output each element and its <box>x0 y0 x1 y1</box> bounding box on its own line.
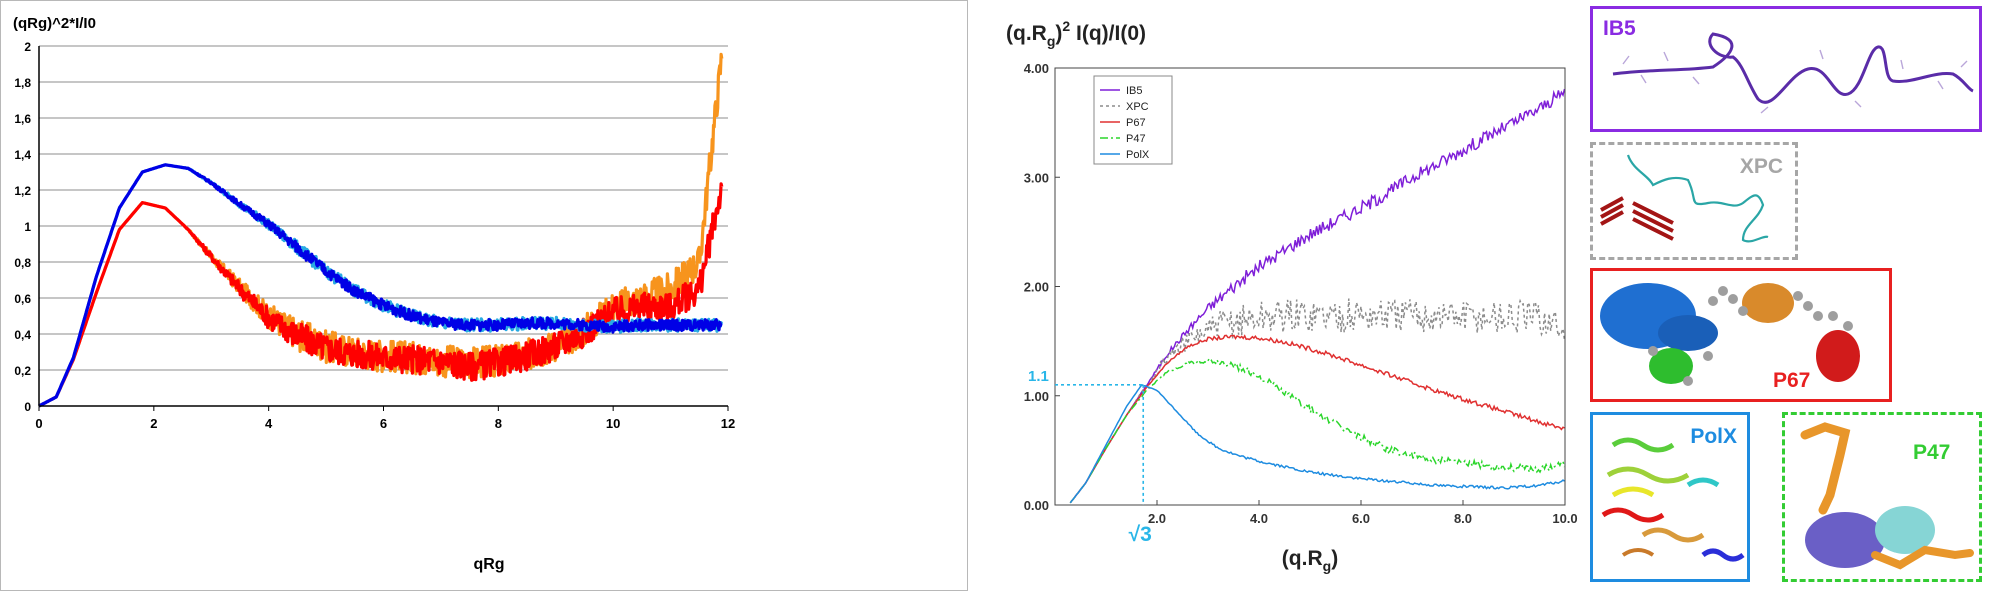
left-x-tick-label: 2 <box>150 416 157 431</box>
right-x-tick-label: 6.0 <box>1352 511 1370 526</box>
right-chart-frame: 0.00 1.00 2.00 3.00 4.00 2.0 4.0 6.0 8.0 10.0 <box>1024 61 1578 526</box>
ib5-structure-image <box>1612 32 1974 114</box>
left-x-tick-label: 10 <box>606 416 620 431</box>
p67-structure-image <box>1600 283 1860 386</box>
right-y-tick-label: 2.00 <box>1024 280 1049 295</box>
legend-label: XPC <box>1126 101 1149 113</box>
left-chart-ylabel: (qRg)^2*I/I0 <box>13 15 96 32</box>
ylabel-part-3: ) <box>1055 22 1062 45</box>
left-y-tick-label: 0,4 <box>14 328 31 342</box>
right-series-line <box>1069 357 1566 504</box>
polx-structure-panel: PolX <box>1590 412 1750 582</box>
p67-structure-label: P67 <box>1773 369 1811 392</box>
left-x-tick-label: 4 <box>265 416 273 431</box>
legend-label: PolX <box>1126 149 1150 161</box>
legend-label: P47 <box>1126 133 1146 145</box>
legend-label: IB5 <box>1126 85 1143 97</box>
left-x-tick-label: 8 <box>495 416 502 431</box>
right-x-tick-label: 2.0 <box>1148 511 1166 526</box>
xlabel-part-3: ) <box>1331 547 1338 570</box>
left-chart-svg: (qRg)^2*I/I0 0 0,2 0,4 0,6 0,8 1 1,2 1,4 1,6 1,8 2… <box>13 15 735 573</box>
right-y-tick-label: 4.00 <box>1024 61 1049 76</box>
left-kratky-chart: (qRg)^2*I/I0 0 0,2 0,4 0,6 0,8 1 1,2 1,4 1,6 1,8 2… <box>0 0 968 591</box>
left-series-line <box>38 182 724 408</box>
left-y-tick-label: 1,2 <box>14 184 31 198</box>
left-y-tick-label: 0,6 <box>14 292 31 306</box>
left-y-tick-label: 1,6 <box>14 112 31 126</box>
p47-structure-panel: P47 <box>1782 412 1982 582</box>
left-chart-series <box>38 52 724 408</box>
polx-structure-image <box>1601 437 1745 562</box>
right-chart-series <box>1069 88 1566 504</box>
ib5-structure-label: IB5 <box>1603 17 1636 40</box>
right-y-tick-label: 1.00 <box>1024 389 1049 404</box>
right-series-line <box>1069 384 1565 504</box>
right-chart-svg: (q.Rg)2 I(q)/I(0) 0.001.002.003.004.002.… <box>1006 18 1578 574</box>
right-chart-legend: IB5 XPC P67 P47 PolX <box>1093 75 1173 165</box>
p47-structure-image <box>1800 422 1974 570</box>
right-chart-ylabel: (q.Rg)2 I(q)/I(0) <box>1006 18 1146 49</box>
xpc-structure-panel: XPC <box>1590 142 1798 260</box>
left-y-tick-label: 1,8 <box>14 76 31 90</box>
right-x-tick-label: 4.0 <box>1250 511 1268 526</box>
right-x-tick-label: 10.0 <box>1552 511 1577 526</box>
left-chart-axes: 0 0,2 0,4 0,6 0,8 1 1,2 1,4 1,6 1,8 2 0 2 4 6 8 10 12 <box>14 40 735 431</box>
left-y-tick-label: 2 <box>24 40 31 54</box>
ylabel-sup-2: 2 <box>1062 18 1070 34</box>
xpc-structure-label: XPC <box>1739 155 1783 178</box>
ylabel-sub-g: g <box>1047 33 1056 49</box>
left-chart-grid <box>39 45 728 407</box>
right-chart-xlabel: (q.Rg) <box>1282 547 1338 574</box>
annotation-y-label: 1.1 <box>1028 368 1049 385</box>
left-series-line <box>38 163 723 408</box>
right-chart-annotations: 1.1 √3 <box>1028 368 1152 546</box>
ylabel-part-5: I(q)/I(0) <box>1070 22 1146 45</box>
left-chart-xlabel: qRg <box>473 556 504 573</box>
left-y-tick-label: 0,8 <box>14 256 31 270</box>
p67-structure-panel: P67 <box>1590 268 1892 402</box>
annotation-x-label: √3 <box>1129 523 1152 546</box>
left-y-tick-label: 0,2 <box>14 364 31 378</box>
right-series-line <box>1069 298 1566 504</box>
polx-structure-label: PolX <box>1690 425 1737 448</box>
xpc-structure-image <box>1600 154 1769 243</box>
right-x-tick-label: 8.0 <box>1454 511 1472 526</box>
ylabel-part-1: (q.R <box>1006 22 1047 45</box>
ib5-structure-panel: IB5 <box>1590 6 1982 132</box>
xlabel-part-1: (q.R <box>1282 547 1323 570</box>
left-y-tick-label: 0 <box>24 400 31 414</box>
left-y-tick-label: 1 <box>24 220 31 234</box>
left-x-tick-label: 6 <box>380 416 387 431</box>
left-y-tick-label: 1,4 <box>14 148 31 162</box>
left-x-tick-label: 12 <box>721 416 735 431</box>
legend-label: P67 <box>1126 117 1146 129</box>
left-x-tick-label: 0 <box>35 416 42 431</box>
xlabel-sub-g: g <box>1323 558 1332 574</box>
right-series-line <box>1069 334 1565 504</box>
right-kratky-chart: (q.Rg)2 I(q)/I(0) 0.00 1.00 2.00 3.00 4.00 2.… <box>990 0 1580 591</box>
p47-structure-label: P47 <box>1913 441 1951 464</box>
right-y-tick-label: 3.00 <box>1024 170 1049 185</box>
right-y-tick-label: 0.00 <box>1024 498 1049 513</box>
right-series-line <box>1069 88 1566 504</box>
